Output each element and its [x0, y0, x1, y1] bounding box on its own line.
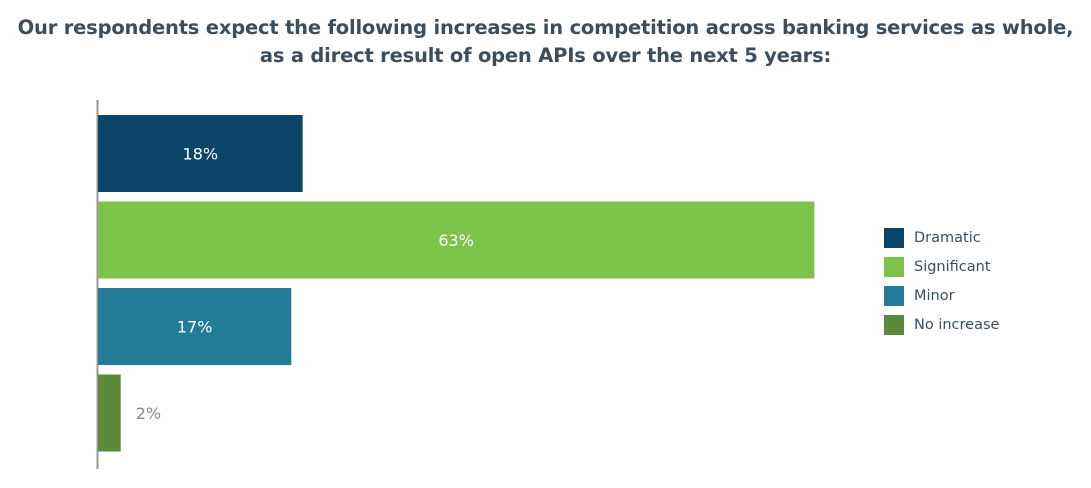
legend-label: Dramatic — [914, 229, 981, 246]
legend-swatch — [884, 314, 904, 335]
legend: Dramatic Significant Minor No increase — [884, 218, 999, 344]
legend-item-dramatic: Dramatic — [884, 218, 999, 257]
legend-item-significant: Significant — [884, 247, 999, 286]
legend-label: Significant — [914, 258, 991, 275]
legend-item-minor: Minor — [884, 276, 999, 315]
bar-no-increase — [98, 374, 121, 452]
legend-label: No increase — [914, 316, 1000, 333]
bar-minor — [98, 288, 292, 365]
legend-swatch — [884, 285, 904, 306]
data-label: 63% — [438, 231, 474, 250]
data-label: 17% — [177, 318, 213, 337]
legend-label: Minor — [914, 287, 955, 304]
legend-swatch — [884, 227, 904, 248]
data-label: 18% — [183, 145, 219, 164]
chart-title-line-1: Our respondents expect the following inc… — [17, 16, 1074, 39]
legend-item-no-increase: No increase — [884, 305, 999, 344]
bar-significant — [98, 201, 815, 279]
legend-swatch — [884, 256, 904, 277]
bar-dramatic — [98, 115, 303, 192]
data-label: 2% — [136, 404, 161, 423]
chart-title: Our respondents expect the following inc… — [0, 14, 1091, 70]
chart-title-line-2: as a direct result of open APIs over the… — [259, 44, 832, 67]
